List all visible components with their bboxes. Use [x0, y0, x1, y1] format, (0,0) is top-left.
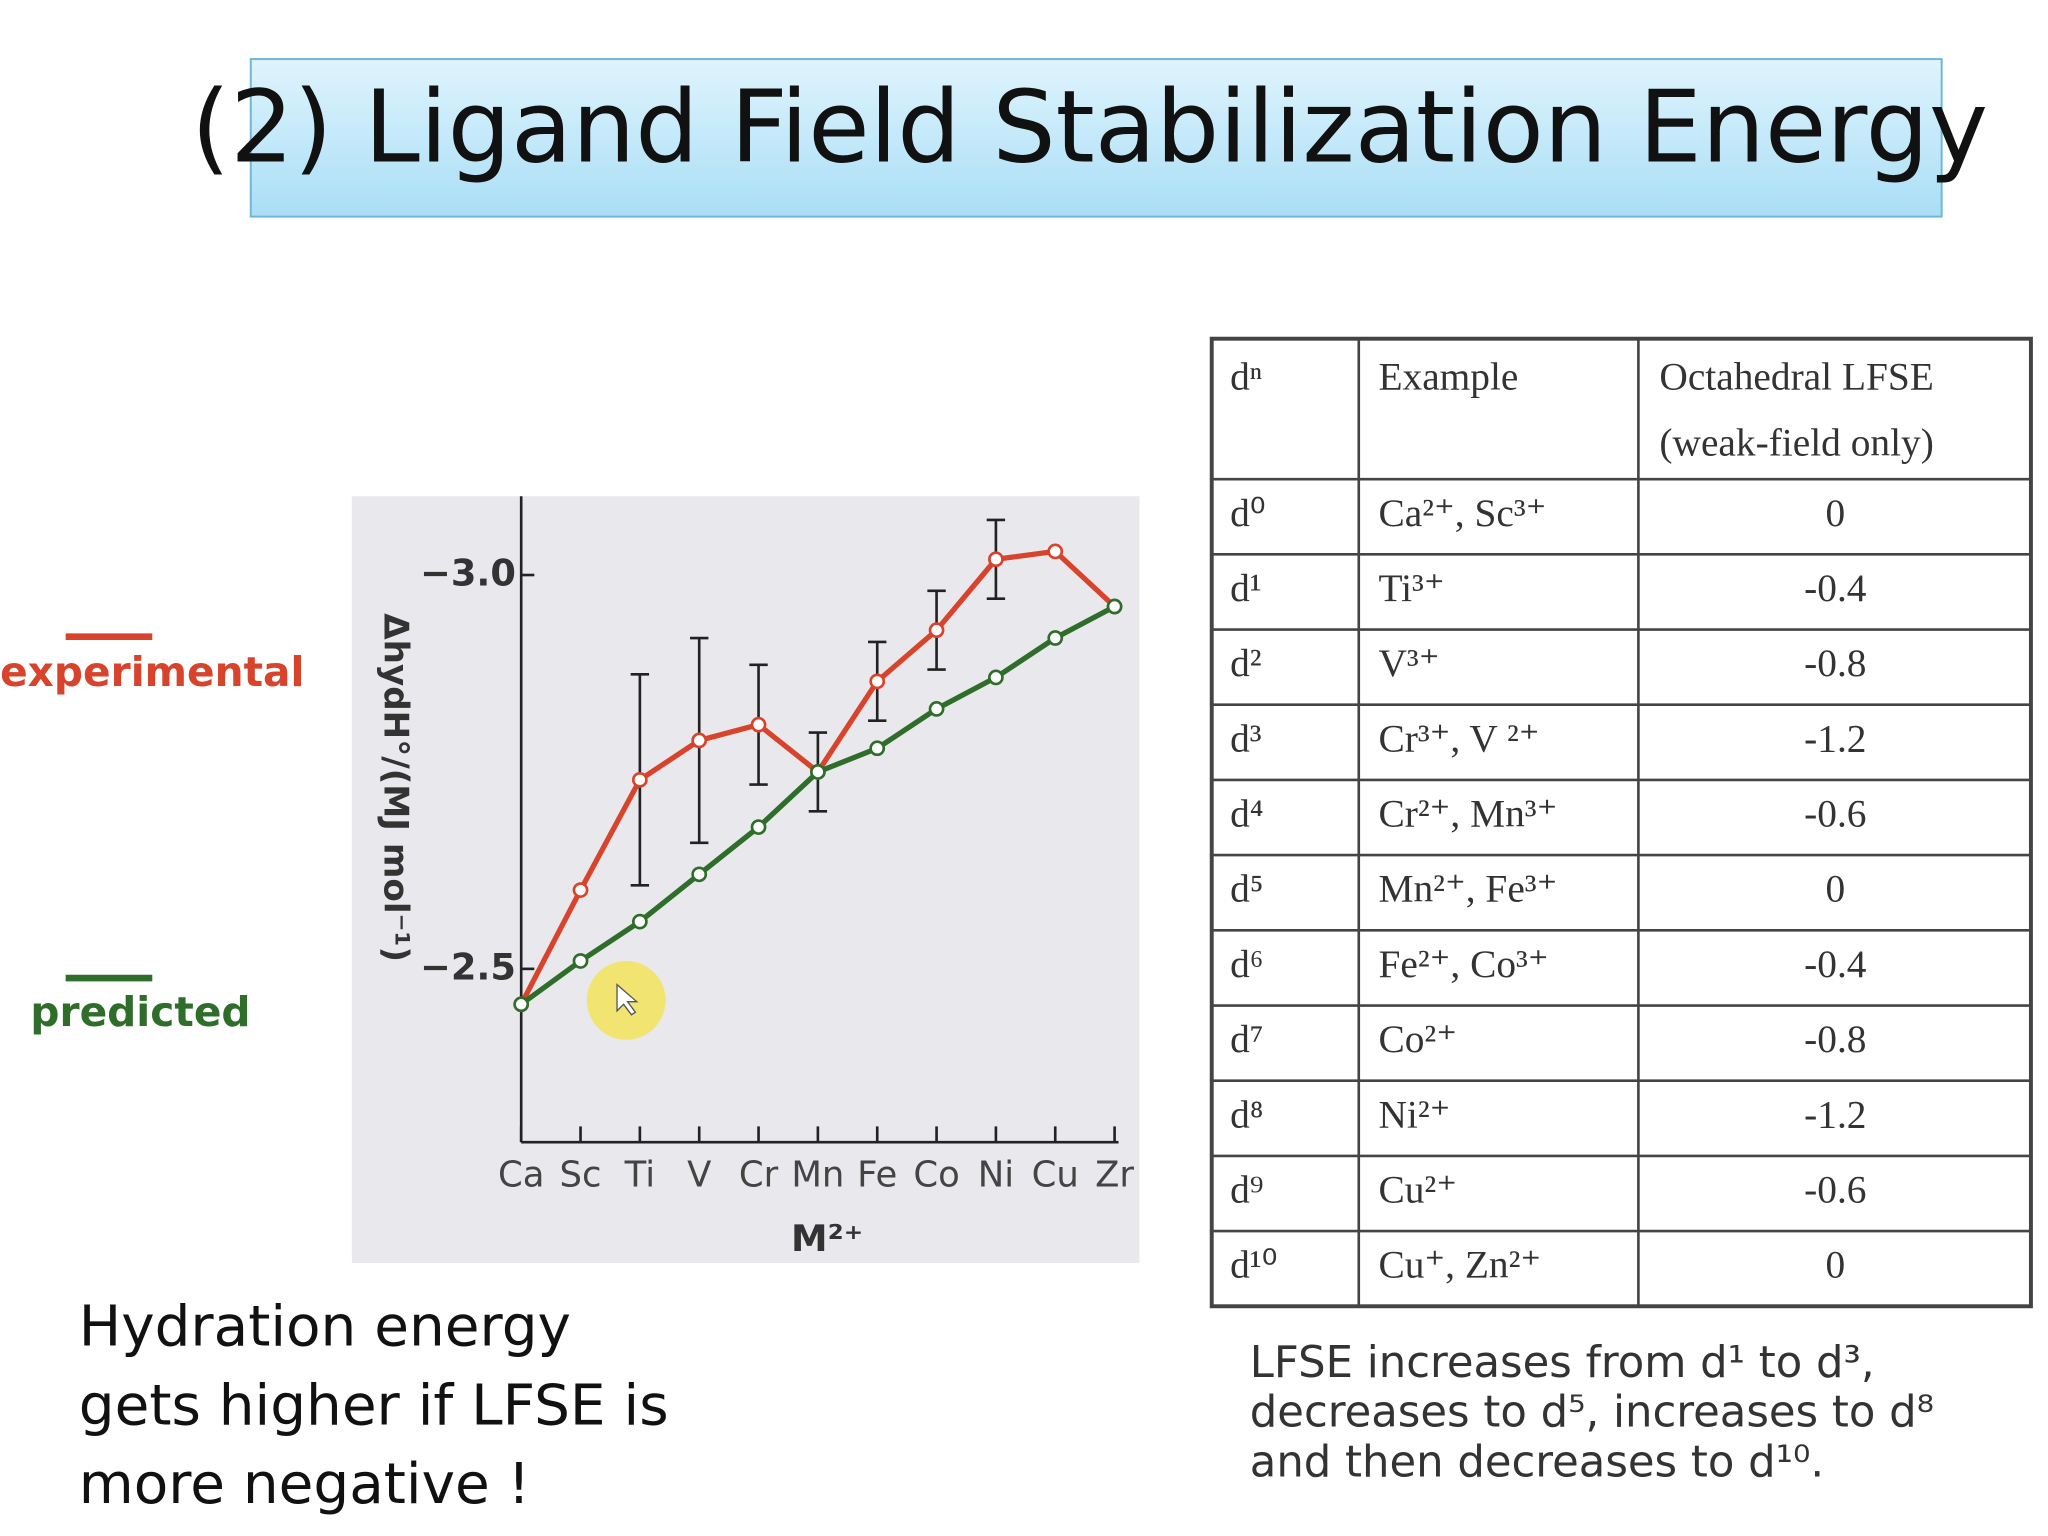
cell: -0.4	[1804, 566, 1867, 610]
data-point	[513, 996, 530, 1013]
cell: -0.4	[1804, 942, 1867, 986]
header-cell: Example	[1378, 355, 1518, 399]
data-point	[869, 673, 886, 690]
data-point	[572, 882, 589, 898]
note-line: Hydration energy	[79, 1295, 571, 1360]
cell: Ti³⁺	[1378, 566, 1444, 610]
cell: -0.8	[1804, 1017, 1866, 1061]
x-tick-label: Sc	[560, 1154, 602, 1195]
slide-title: (2) Ligand Field Stabilization Energy	[191, 68, 1988, 185]
x-tick-label: Mn	[791, 1154, 844, 1195]
cell: 0	[1825, 1243, 1845, 1287]
data-point	[1106, 598, 1123, 615]
chart-background	[351, 496, 1140, 1263]
data-point	[572, 953, 589, 969]
y-tick-label: −2.5	[420, 945, 516, 988]
cell: V³⁺	[1378, 641, 1439, 685]
cell: d⁵	[1230, 867, 1263, 911]
table-border	[1209, 336, 2033, 1309]
x-tick-label: Fe	[857, 1154, 897, 1195]
cell: d⁴	[1230, 792, 1263, 836]
x-tick-label: Ni	[978, 1154, 1014, 1195]
data-point	[988, 669, 1004, 686]
cell: d¹⁰	[1230, 1243, 1277, 1287]
data-point	[631, 913, 648, 930]
data-point	[1047, 543, 1064, 560]
cell: d⁰	[1230, 491, 1265, 535]
cursor	[616, 983, 639, 1016]
x-tick-label: Co	[913, 1154, 959, 1195]
data-point	[810, 764, 826, 780]
x-tick-label: Cu	[1032, 1154, 1079, 1195]
data-point	[928, 701, 945, 717]
data-point	[928, 622, 945, 639]
data-point	[750, 819, 767, 835]
cell: d²	[1230, 641, 1262, 685]
cell: -0.6	[1804, 1168, 1866, 1212]
legend-label: experimental	[0, 648, 304, 696]
data-point	[631, 771, 648, 788]
data-point	[988, 551, 1004, 568]
texts: LFSE increases from d¹ to d³,decreases t…	[79, 1295, 1934, 1518]
legend-label: predicted	[30, 988, 250, 1036]
header-cell: dⁿ	[1230, 355, 1262, 399]
x-axis-label: M²⁺	[791, 1217, 863, 1260]
title-box	[249, 58, 1943, 218]
cell: d⁶	[1230, 942, 1263, 986]
cell: Co²⁺	[1378, 1017, 1457, 1061]
cell: 0	[1825, 491, 1845, 535]
data-point	[750, 716, 767, 733]
header-cell: (weak-field only)	[1659, 420, 1933, 464]
x-tick-label: Ca	[498, 1154, 544, 1195]
table: dⁿ Example Octahedral LFSE (weak-field only…	[1209, 336, 2033, 1309]
y-tick-label: −3.0	[420, 552, 516, 595]
data-point	[1047, 630, 1064, 646]
cell: d⁷	[1230, 1017, 1263, 1061]
cell: -0.8	[1804, 641, 1866, 685]
note-line: gets higher if LFSE is	[79, 1373, 669, 1438]
cell: Mn²⁺, Fe³⁺	[1378, 867, 1557, 911]
cell: Cu²⁺	[1378, 1168, 1457, 1212]
cell: d¹	[1230, 566, 1262, 610]
note-line: more negative !	[79, 1452, 531, 1517]
cell: Cr³⁺, V ²⁺	[1378, 716, 1539, 760]
x-tick-label: Ti	[624, 1154, 655, 1195]
cell: -1.2	[1804, 716, 1866, 760]
cell: -1.2	[1804, 1092, 1866, 1136]
caption-line: decreases to d⁵, increases to d⁸	[1250, 1388, 1934, 1438]
data-point	[869, 740, 886, 757]
x-tick-label: V	[687, 1154, 711, 1195]
cell: d⁹	[1230, 1168, 1263, 1212]
cell: d⁸	[1230, 1092, 1263, 1136]
data-point	[691, 866, 708, 883]
cell: Cu⁺, Zn²⁺	[1378, 1243, 1541, 1287]
cell: Ni²⁺	[1378, 1092, 1450, 1136]
y-axis-label: ΔhydH°/(MJ mol⁻¹)	[375, 613, 415, 962]
caption-line: LFSE increases from d¹ to d³,	[1250, 1338, 1875, 1388]
cell: Fe²⁺, Co³⁺	[1378, 942, 1548, 986]
x-tick-label: Cr	[739, 1154, 779, 1195]
cell: Ca²⁺, Sc³⁺	[1378, 491, 1546, 535]
chart: −3.0 −2.5 Ca Sc Ti V Cr Mn Fe Co Ni Cu Zr M²⁺ ΔhydH°/(…	[0, 496, 1134, 1260]
cell: Cr²⁺, Mn³⁺	[1378, 792, 1557, 836]
x-tick-label: Zr	[1095, 1154, 1134, 1195]
data-point	[691, 732, 708, 749]
cell: d³	[1230, 716, 1262, 760]
cell: -0.6	[1804, 792, 1866, 836]
header-cell: Octahedral LFSE	[1659, 355, 1933, 399]
caption-line: and then decreases to d¹⁰.	[1250, 1438, 1824, 1488]
cell: 0	[1825, 867, 1845, 911]
